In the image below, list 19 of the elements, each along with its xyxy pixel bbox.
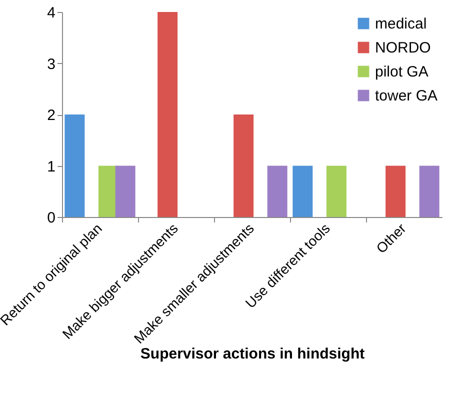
bar (115, 166, 136, 217)
y-tick-label: 3 (47, 56, 56, 73)
legend-label: NORDO (375, 40, 431, 56)
y-tick-label: 0 (47, 210, 56, 226)
legend-label: tower GA (375, 88, 438, 104)
bar (64, 114, 85, 217)
bar (158, 12, 178, 217)
bar (267, 166, 288, 217)
bar (419, 166, 440, 217)
x-axis-title: Supervisor actions in hindsight (140, 345, 365, 362)
legend-label: medical (375, 16, 427, 32)
bar (386, 166, 406, 217)
legend-label: pilot GA (375, 64, 428, 80)
bar (292, 166, 313, 217)
y-tick-label: 1 (47, 158, 56, 176)
y-tick-label: 2 (47, 107, 56, 124)
bar (326, 166, 346, 217)
y-tick-label: 4 (47, 4, 56, 22)
bar (234, 114, 254, 217)
